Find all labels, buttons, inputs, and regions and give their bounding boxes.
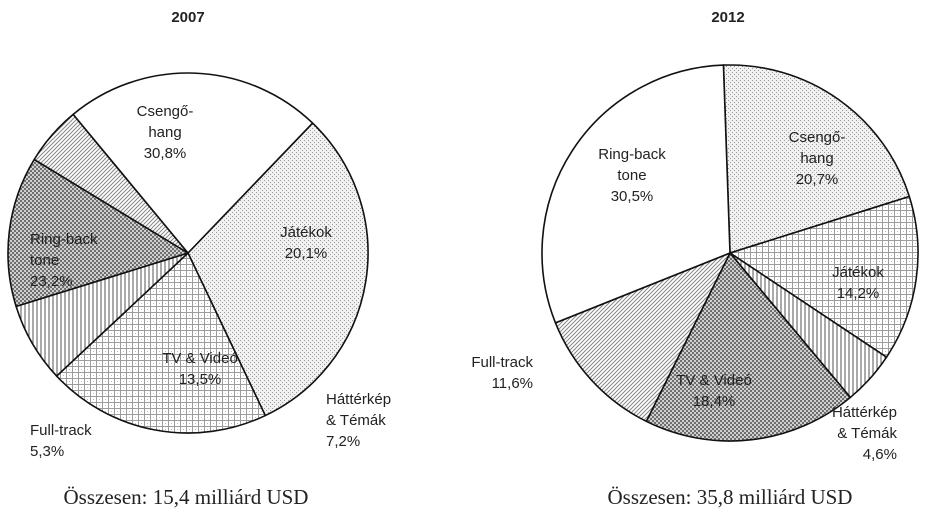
pie-slice-csengo-hang [722,64,911,254]
slice-label-jatekok: Játékok 20,1% [280,224,332,262]
slice-label-tv-and-video: TV & Videó 18,4% [676,372,752,410]
pie-slice-full-track [554,252,731,423]
pie-slice-ring-back-tone [72,72,314,254]
slice-label-csengo-hang: Csengő-hang 20,7% [789,129,846,188]
pie-chart-2012: 2012 Csengő-hang 20,7% Játékok 14,2% Háttérk… [471,9,919,509]
slice-label-ring-back-tone: Ring-back tone 30,5% [598,146,666,205]
chart-total: Összesen: 15,4 milliárd USD [64,485,309,509]
slice-label-full-track: Full-track 11,6% [471,354,533,392]
pie-slice-ring-back-tone [541,64,731,324]
chart-title: 2007 [171,9,204,26]
slice-label-tv-and-video: TV & Videó 13,5% [162,350,238,388]
chart-title: 2012 [711,9,744,26]
pie-slices [7,72,369,434]
slice-label-ring-back-tone: Ring-back tone 23,2% [30,231,98,290]
pie-chart-2007: 2007 Csengő-hang 30,8% Játékok 20,1% Háttérk… [7,9,391,509]
chart-total: Összesen: 35,8 milliárd USD [608,485,853,509]
pie-slice-csengo-hang [187,122,369,417]
pie-labels: Csengő-hang 30,8% Játékok 20,1% Háttérkép & T… [30,103,391,460]
slice-label-csengo-hang: Csengő-hang 30,8% [137,103,194,162]
slice-label-full-track: Full-track 5,3% [30,422,92,460]
pie-slice-tv-and-video [7,158,189,308]
pie-slices [541,64,919,442]
pie-labels: Csengő-hang 20,7% Játékok 14,2% Háttérkép & T… [471,129,897,463]
slice-label-jatekok: Játékok 14,2% [832,264,884,302]
pie-slice-jatekok [55,252,267,434]
pie-slice-tv-and-video [645,252,852,442]
slice-label-hatterkep-and-temak: Háttérkép & Témák 7,2% [326,391,391,450]
slice-label-hatterkep-and-temak: Háttérkép & Témák 4,6% [832,404,898,463]
pie-slice-jatekok [729,195,919,358]
